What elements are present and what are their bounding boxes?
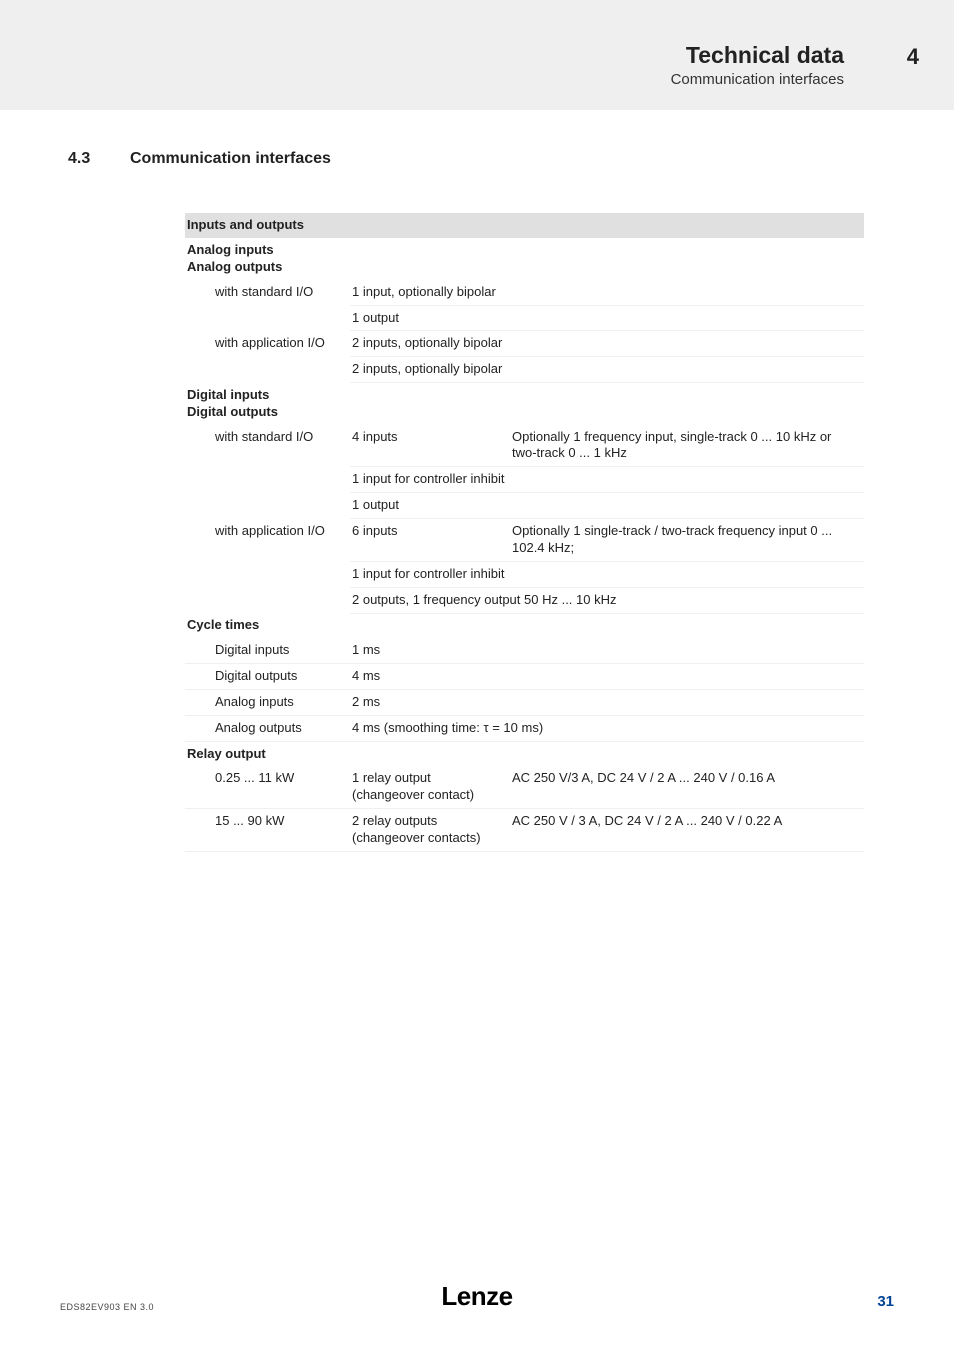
cell: 2 outputs, 1 frequency output 50 Hz ... … [350,587,864,613]
table-row: Relay output [185,741,864,766]
label: Analog outputs [187,259,282,274]
table-row: Cycle times [185,613,864,638]
brand-logo: Lenze [60,1281,894,1312]
row-label: Analog inputs [185,689,350,715]
page-header: Technical data Communication interfaces … [0,0,954,110]
specs-table-wrap: Inputs and outputs Analog inputs Analog … [0,168,954,852]
table-row: Analog outputs 4 ms (smoothing time: τ =… [185,715,864,741]
row-label: 0.25 ... 11 kW [185,766,350,808]
row-label: with application I/O [185,331,350,383]
table-row: Analog inputs Analog outputs [185,238,864,280]
table-row: with standard I/O 1 input, optionally bi… [185,280,864,305]
label: Digital outputs [187,404,278,419]
row-label: 15 ... 90 kW [185,809,350,852]
cell: AC 250 V / 3 A, DC 24 V / 2 A ... 240 V … [510,809,864,852]
row-label: Analog outputs [185,715,350,741]
table-row: Digital outputs 4 ms [185,663,864,689]
specs-table: Inputs and outputs Analog inputs Analog … [185,213,864,852]
table-row: with application I/O 6 inputs Optionally… [185,519,864,562]
cell: AC 250 V/3 A, DC 24 V / 2 A ... 240 V / … [510,766,864,808]
page-number: 31 [877,1293,894,1310]
label: Analog inputs [187,242,274,257]
row-label: with standard I/O [185,425,350,519]
cell: 1 input for controller inhibit [350,561,864,587]
cell: Optionally 1 single-track / two-track fr… [510,519,864,562]
cell: 6 inputs [350,519,510,562]
cell: 1 output [350,493,864,519]
table-row: 0.25 ... 11 kW 1 relay output (changeove… [185,766,864,808]
header-title: Technical data [0,42,844,69]
row-label: Digital outputs [185,663,350,689]
page-footer: EDS82EV903 EN 3.0 Lenze 31 [60,1278,894,1308]
table-row: Digital inputs Digital outputs [185,383,864,425]
cell: 2 relay outputs (changeover contacts) [350,809,510,852]
cell: 4 ms (smoothing time: τ = 10 ms) [350,715,864,741]
cell: 2 ms [350,689,864,715]
table-row: Digital inputs 1 ms [185,638,864,663]
cell: 4 inputs [350,425,510,467]
cell: 2 inputs, optionally bipolar [350,331,864,357]
cell: 1 ms [350,638,864,663]
table-header-row: Inputs and outputs [185,213,864,238]
row-heading: Relay output [185,741,350,766]
section-number: 4.3 [0,150,130,168]
section-heading: 4.3 Communication interfaces [0,110,954,168]
row-heading: Analog inputs Analog outputs [185,238,350,280]
table-header-cell: Inputs and outputs [185,213,864,238]
chapter-number: 4 [907,44,919,70]
label: Digital inputs [187,387,269,402]
row-label: with application I/O [185,519,350,614]
cell: 1 input, optionally bipolar [350,280,864,305]
table-row: with application I/O 2 inputs, optionall… [185,331,864,357]
table-row: 15 ... 90 kW 2 relay outputs (changeover… [185,809,864,852]
cell: 2 inputs, optionally bipolar [350,357,864,383]
cell: 1 input for controller inhibit [350,467,864,493]
table-row: Analog inputs 2 ms [185,689,864,715]
cell: 4 ms [350,663,864,689]
cell: Optionally 1 frequency input, single-tra… [510,425,864,467]
section-title: Communication interfaces [130,150,331,168]
row-label: Digital inputs [185,638,350,663]
cell: 1 relay output (changeover contact) [350,766,510,808]
row-heading: Digital inputs Digital outputs [185,383,350,425]
table-row: with standard I/O 4 inputs Optionally 1 … [185,425,864,467]
row-label: with standard I/O [185,280,350,331]
row-heading: Cycle times [185,613,350,638]
header-subtitle: Communication interfaces [0,71,844,88]
cell: 1 output [350,305,864,331]
